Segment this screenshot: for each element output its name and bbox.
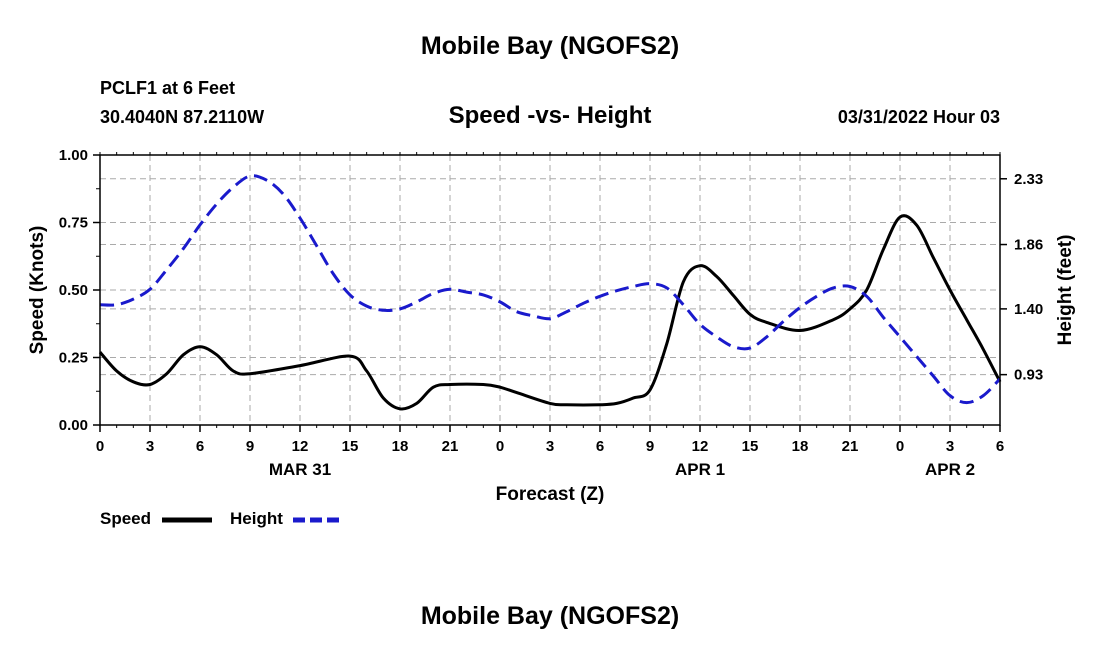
x-tick-label: 21 bbox=[842, 438, 859, 455]
x-tick-label: 3 bbox=[946, 438, 954, 455]
x-tick-label: 9 bbox=[646, 438, 654, 455]
axes: 0 3 6 9 12 15 18 21 0 3 6 9 12 15 18 21 0 3 6 MAR 31 APR 1 AP… bbox=[59, 147, 1043, 479]
x-tick-label: 3 bbox=[146, 438, 154, 455]
x-tick-label: 15 bbox=[342, 438, 359, 455]
date-label: APR 1 bbox=[675, 460, 725, 479]
y2-tick-label: 0.93 bbox=[1014, 367, 1043, 384]
x-tick-label: 18 bbox=[792, 438, 809, 455]
chart-title: Speed -vs- Height bbox=[448, 102, 652, 129]
x-tick-label: 0 bbox=[496, 438, 504, 455]
coordinates-label: 30.4040N 87.2110W bbox=[100, 107, 265, 127]
speed-height-chart: 0 3 6 9 12 15 18 21 0 3 6 9 12 15 18 21 0 3 6 MAR 31 APR 1 AP… bbox=[27, 147, 1076, 505]
grid bbox=[100, 155, 1000, 425]
series-line-height bbox=[99, 174, 1002, 405]
x-tick-label: 6 bbox=[596, 438, 604, 455]
footer-title: Mobile Bay (NGOFS2) bbox=[420, 602, 680, 630]
y2-tick-label: 2.33 bbox=[1014, 171, 1043, 188]
x-tick-label: 12 bbox=[292, 438, 309, 455]
x-tick-label: 21 bbox=[442, 438, 459, 455]
y-tick-label: 0.25 bbox=[59, 350, 88, 367]
y-tick-label: 1.00 bbox=[59, 147, 88, 164]
x-tick-label: 6 bbox=[196, 438, 204, 455]
x-tick-label: 6 bbox=[996, 438, 1004, 455]
y-tick-label: 0.75 bbox=[59, 215, 88, 232]
date-label: MAR 31 bbox=[269, 460, 331, 479]
y-tick-label: 0.00 bbox=[59, 417, 88, 434]
x-tick-label: 0 bbox=[96, 438, 104, 455]
legend-height-swatch bbox=[293, 517, 343, 523]
legend-speed-swatch bbox=[162, 517, 212, 523]
page-title: Mobile Bay (NGOFS2) bbox=[420, 32, 680, 60]
x-tick-label: 9 bbox=[246, 438, 254, 455]
x-axis-label: Forecast (Z) bbox=[496, 484, 605, 505]
y2-tick-label: 1.40 bbox=[1014, 301, 1043, 318]
legend-speed-label: Speed bbox=[100, 509, 152, 528]
x-tick-label: 18 bbox=[392, 438, 409, 455]
series-line-speed bbox=[98, 214, 1002, 411]
y-axis-label: Speed (Knots) bbox=[27, 226, 48, 355]
x-tick-label: 0 bbox=[896, 438, 904, 455]
station-label: PCLF1 at 6 Feet bbox=[100, 78, 236, 98]
y2-tick-label: 1.86 bbox=[1014, 237, 1043, 254]
x-tick-label: 15 bbox=[742, 438, 759, 455]
x-tick-label: 12 bbox=[692, 438, 709, 455]
y-tick-label: 0.50 bbox=[59, 282, 88, 299]
legend-height-label: Height bbox=[230, 509, 283, 528]
timestamp-label: 03/31/2022 Hour 03 bbox=[837, 107, 1000, 127]
x-tick-label: 3 bbox=[546, 438, 554, 455]
date-label: APR 2 bbox=[925, 460, 975, 479]
series-layer bbox=[98, 174, 1002, 411]
y2-axis-label: Height (feet) bbox=[1055, 235, 1076, 346]
